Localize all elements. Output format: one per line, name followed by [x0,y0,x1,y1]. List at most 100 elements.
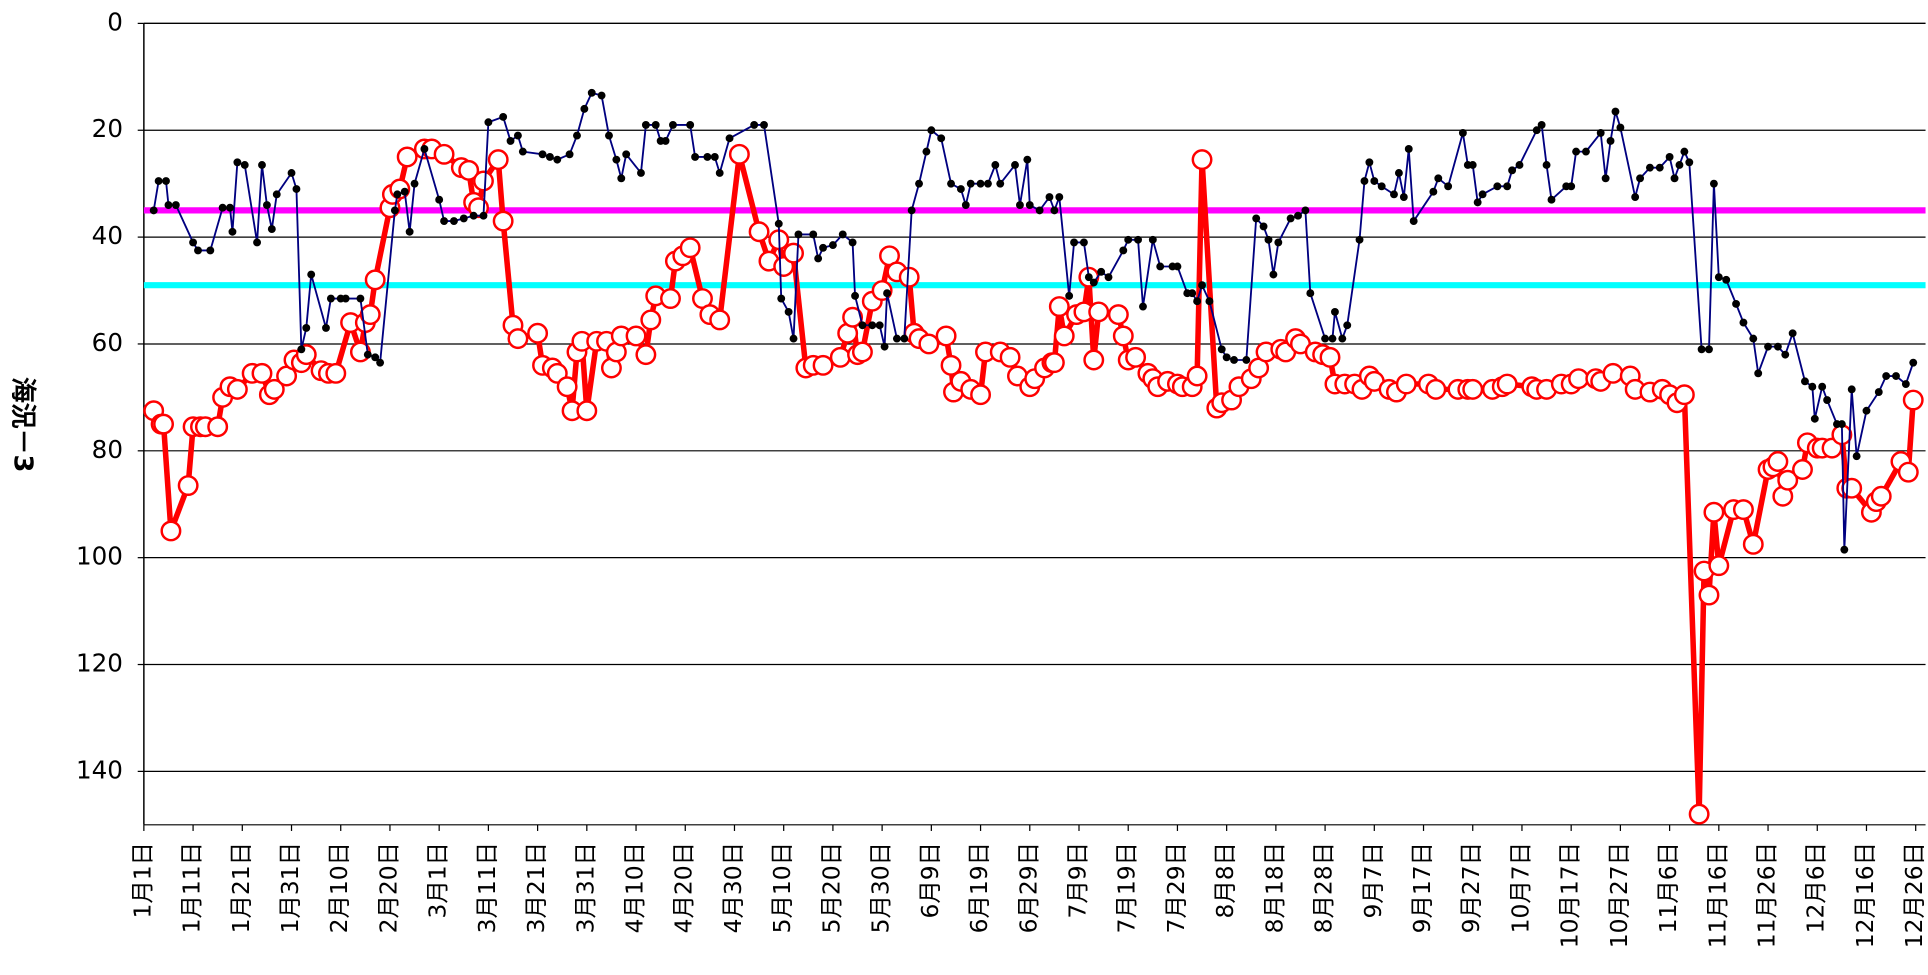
point [390,206,399,215]
point [1705,345,1713,354]
point [1542,161,1551,169]
series [149,88,1918,554]
point [556,376,578,398]
x-tick-label: 1月11日 [178,842,206,933]
point [160,520,182,542]
point [1655,163,1664,172]
point [1321,334,1330,343]
point [842,306,864,328]
point [1788,329,1797,338]
point [1458,128,1467,137]
point [651,120,660,129]
point [1665,153,1674,161]
point [1343,321,1352,330]
point [851,291,859,300]
point [1139,302,1147,311]
point [1680,147,1689,156]
point [1045,193,1054,201]
x-tick-label: 9月27日 [1457,842,1485,933]
point [363,350,372,359]
point [669,120,677,129]
point [907,206,916,215]
point [661,136,670,145]
point [1264,235,1273,244]
point [709,309,731,331]
point [565,150,574,159]
x-tick-label: 10月7日 [1506,842,1534,933]
point [1444,182,1453,191]
point [164,201,173,209]
point [1616,123,1625,132]
point [966,179,975,188]
y-tick-label: 0 [107,7,123,36]
point [640,309,662,331]
point [1050,206,1059,215]
point [1568,368,1590,390]
point [1338,334,1347,343]
point [1148,235,1157,244]
point [725,134,734,143]
point [1596,128,1605,137]
x-tick-label: 7月9日 [1064,842,1092,918]
point [527,322,549,344]
x-tick-label: 4月30日 [719,842,747,933]
point [1852,452,1861,461]
point [927,126,936,135]
point [710,153,719,161]
point [400,187,409,196]
x-tick-label: 6月19日 [965,842,993,933]
point [287,169,296,177]
point [1870,485,1892,507]
x-tick-label: 9月17日 [1408,842,1436,933]
point [1468,161,1477,169]
point [1217,345,1226,354]
point [1065,291,1074,300]
point [1532,126,1541,135]
point [492,210,514,232]
x-tick-label: 8月28日 [1310,842,1338,933]
point [922,147,931,156]
x-tick-label: 1月31日 [276,842,304,933]
series-line [152,91,1915,551]
point [703,153,712,161]
point [961,201,970,209]
point [233,158,242,167]
point [970,384,992,406]
y-tick-label: 140 [76,755,123,784]
point [1084,273,1093,282]
x-tick-label: 5月10日 [768,842,796,933]
point [1328,334,1337,343]
point [177,475,199,497]
point [553,155,562,164]
point [1473,198,1482,207]
point [189,238,198,247]
point [297,345,306,354]
point [1874,388,1883,396]
point [1508,166,1517,175]
point [1198,281,1206,290]
y-tick-label: 20 [92,114,123,143]
x-tick-label: 3月1日 [424,842,452,918]
point [469,211,478,220]
point [1767,451,1789,472]
x-tick-label: 7月19日 [1113,842,1141,933]
point [1319,346,1341,368]
point [396,146,418,168]
point [1703,501,1725,523]
point [1330,307,1339,316]
point [449,217,458,226]
point [218,203,227,212]
x-tick-label: 12月16日 [1851,842,1879,948]
point [915,179,923,188]
point [153,413,175,435]
y-tick-label: 40 [92,221,123,250]
point [660,288,681,310]
point [812,354,834,376]
point [420,145,429,153]
point [937,134,946,143]
point [479,211,488,220]
point [1902,389,1924,411]
point [1602,362,1624,384]
point [1792,459,1813,480]
point [1053,325,1075,347]
